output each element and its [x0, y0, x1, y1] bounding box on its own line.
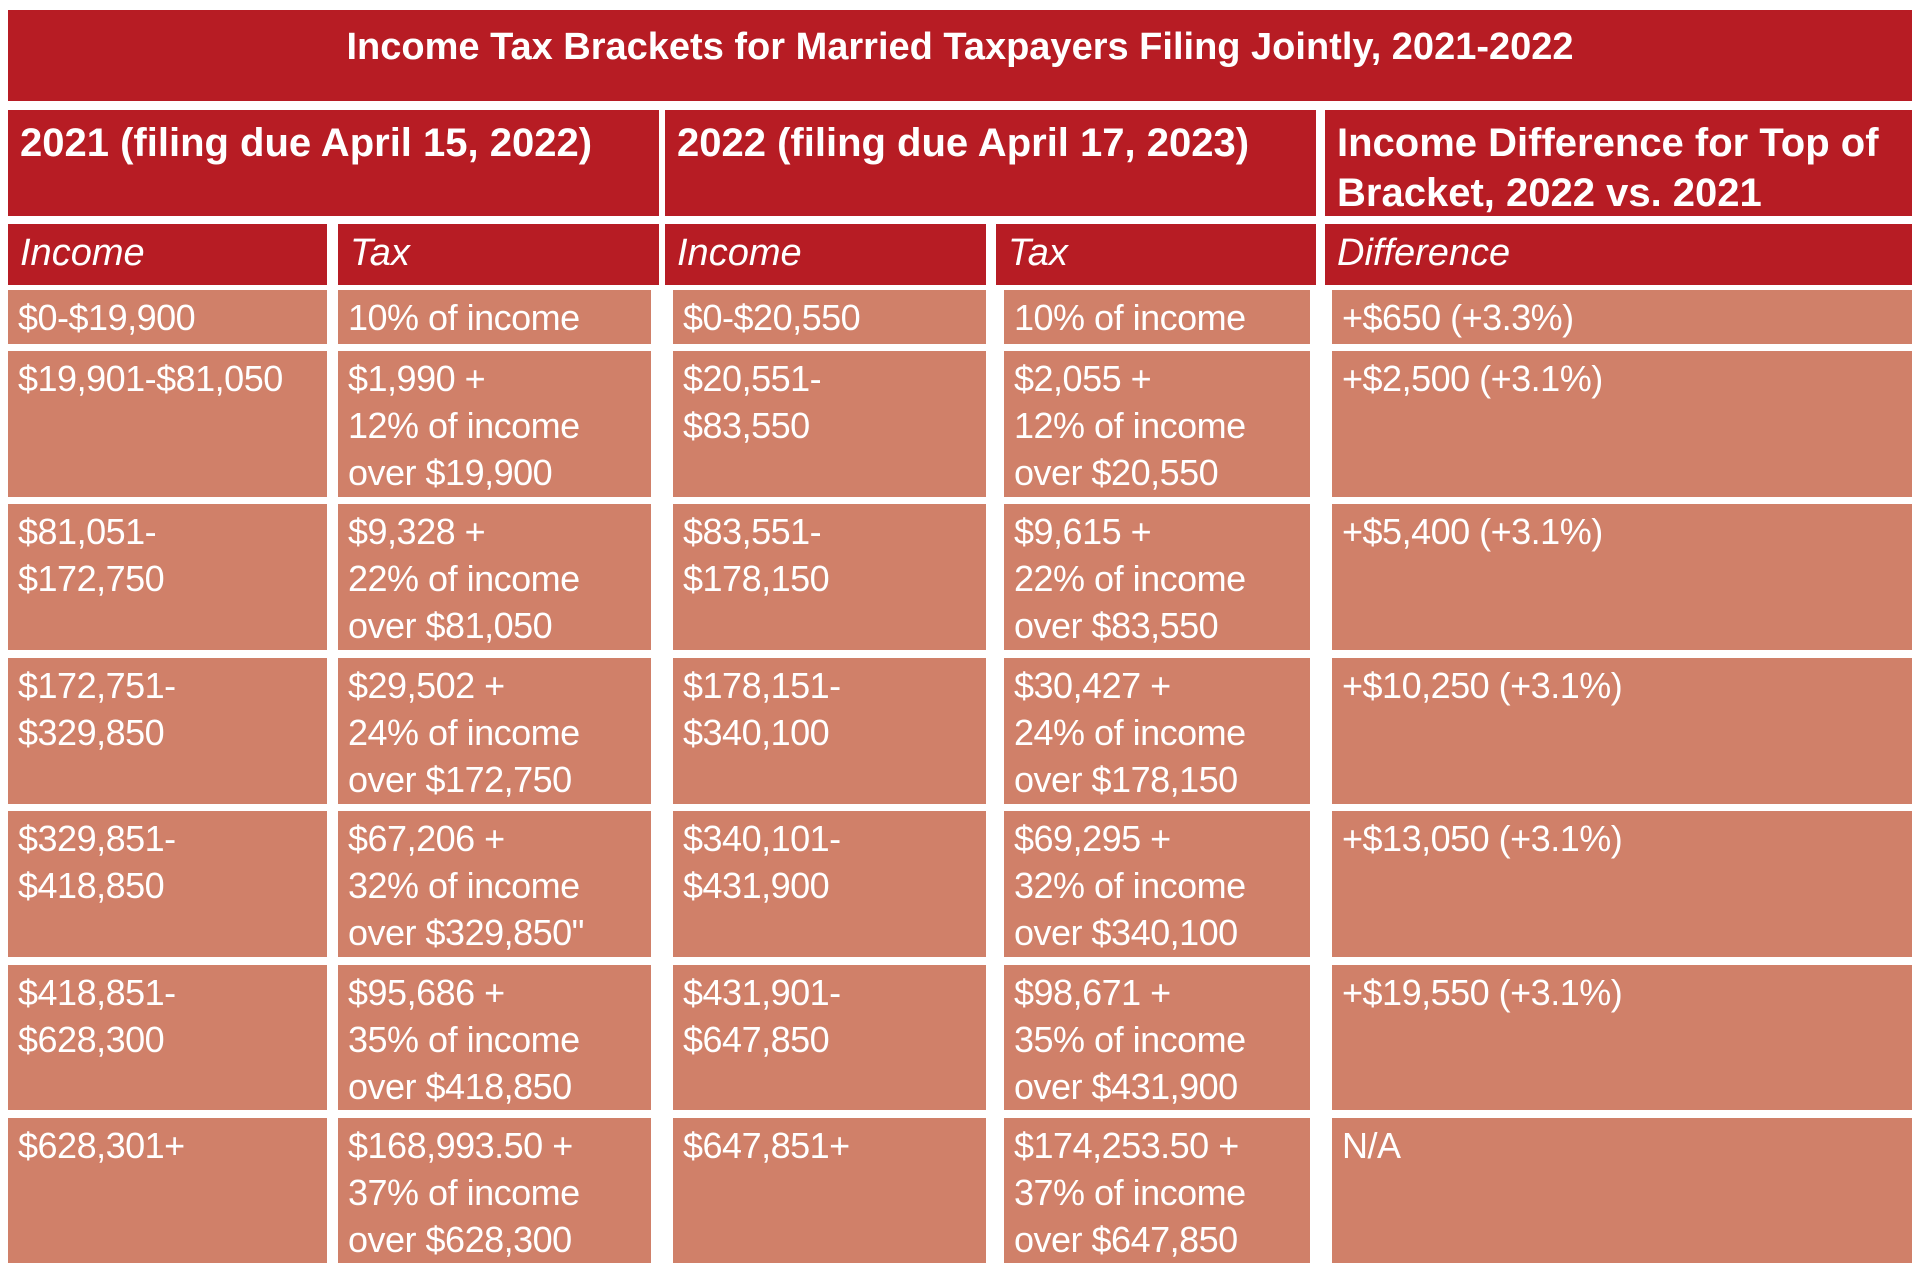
- table-cell: $628,301+: [8, 1118, 327, 1263]
- table-cell: $19,901-$81,050: [8, 351, 327, 497]
- table-cell: N/A: [1332, 1118, 1912, 1263]
- group-header: 2022 (filing due April 17, 2023): [665, 110, 1316, 216]
- table-cell: $172,751- $329,850: [8, 658, 327, 804]
- table-cell: $168,993.50 + 37% of income over $628,30…: [338, 1118, 651, 1263]
- table-cell: +$13,050 (+3.1%): [1332, 811, 1912, 957]
- table-cell: $81,051- $172,750: [8, 504, 327, 650]
- table-cell: $647,851+: [673, 1118, 986, 1263]
- column-header: Tax: [338, 224, 659, 285]
- column-header: Tax: [996, 224, 1316, 285]
- table-cell: $178,151- $340,100: [673, 658, 986, 804]
- table-cell: $431,901- $647,850: [673, 965, 986, 1110]
- table-cell: $174,253.50 + 37% of income over $647,85…: [1004, 1118, 1310, 1263]
- table-cell: $30,427 + 24% of income over $178,150: [1004, 658, 1310, 804]
- column-header: Income: [8, 224, 327, 285]
- table-cell: $2,055 + 12% of income over $20,550: [1004, 351, 1310, 497]
- table-cell: +$10,250 (+3.1%): [1332, 658, 1912, 804]
- table-cell: $95,686 + 35% of income over $418,850: [338, 965, 651, 1110]
- table-cell: $83,551- $178,150: [673, 504, 986, 650]
- table-cell: $340,101- $431,900: [673, 811, 986, 957]
- table-cell: $0-$19,900: [8, 290, 327, 344]
- table-cell: +$2,500 (+3.1%): [1332, 351, 1912, 497]
- table-cell: +$5,400 (+3.1%): [1332, 504, 1912, 650]
- table-cell: $29,502 + 24% of income over $172,750: [338, 658, 651, 804]
- table-cell: $1,990 + 12% of income over $19,900: [338, 351, 651, 497]
- table-cell: $69,295 + 32% of income over $340,100: [1004, 811, 1310, 957]
- table-cell: +$19,550 (+3.1%): [1332, 965, 1912, 1110]
- table-cell: $9,328 + 22% of income over $81,050: [338, 504, 651, 650]
- table-cell: 10% of income: [1004, 290, 1310, 344]
- table-cell: $98,671 + 35% of income over $431,900: [1004, 965, 1310, 1110]
- table-cell: $418,851- $628,300: [8, 965, 327, 1110]
- table-cell: $9,615 + 22% of income over $83,550: [1004, 504, 1310, 650]
- table-cell: +$650 (+3.3%): [1332, 290, 1912, 344]
- group-header: 2021 (filing due April 15, 2022): [8, 110, 659, 216]
- column-header: Income: [665, 224, 986, 285]
- table-cell: $329,851- $418,850: [8, 811, 327, 957]
- table-title: Income Tax Brackets for Married Taxpayer…: [8, 10, 1912, 101]
- column-header: Difference: [1325, 224, 1912, 285]
- group-header: Income Difference for Top of Bracket, 20…: [1325, 110, 1912, 216]
- table-cell: $20,551- $83,550: [673, 351, 986, 497]
- table-cell: $0-$20,550: [673, 290, 986, 344]
- table-cell: $67,206 + 32% of income over $329,850": [338, 811, 651, 957]
- table-cell: 10% of income: [338, 290, 651, 344]
